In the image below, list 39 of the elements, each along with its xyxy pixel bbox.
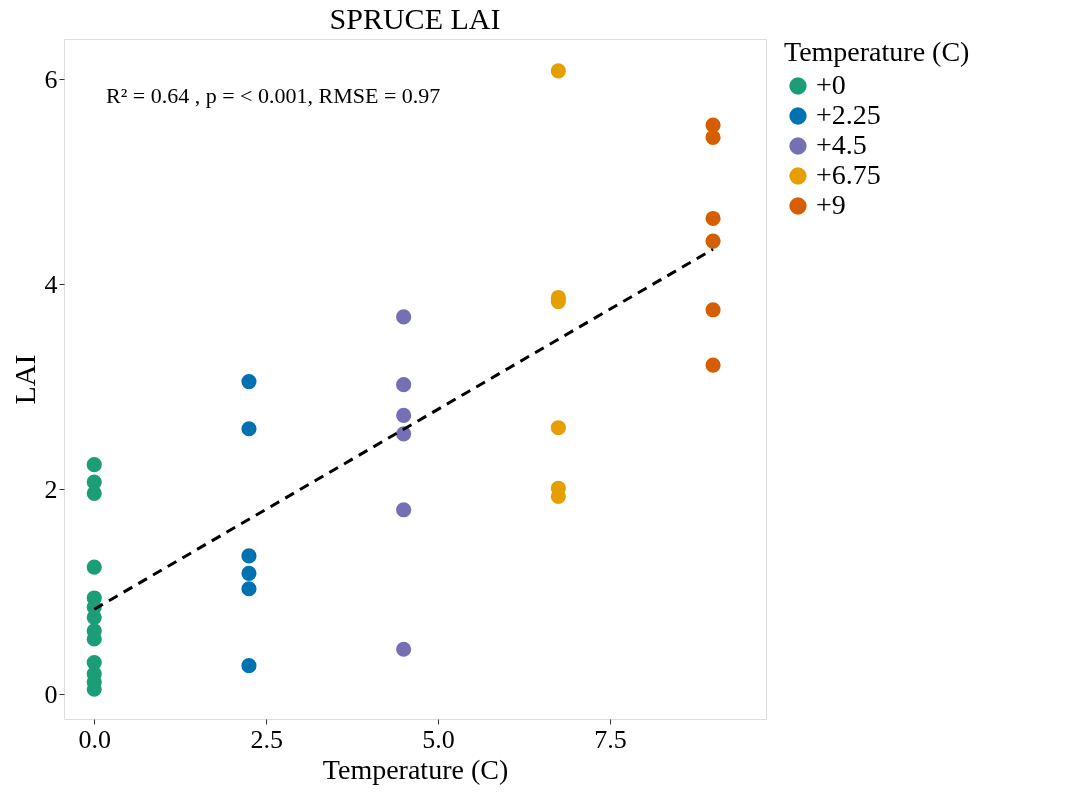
y-tick-label: 2 [44,474,58,504]
chart-title: SPRUCE LAI [329,2,501,35]
x-axis-title: Temperature (C) [322,753,509,785]
point [86,485,102,501]
point [241,581,257,597]
point [705,357,721,373]
y-tick-label: 6 [44,64,58,94]
legend-label: +0 [816,69,846,100]
point [396,309,412,325]
annotation: R² = 0.64 , p = < 0.001, RMSE = 0.97 [106,83,441,108]
legend-label: +4.5 [816,129,867,160]
point [550,63,566,79]
point [86,457,102,473]
point [396,407,412,423]
point [396,641,412,657]
x-tick-label: 7.5 [594,724,627,754]
x-tick-label: 5.0 [422,724,455,754]
point [241,421,257,437]
x-tick-label: 2.5 [250,724,283,754]
x-tick-label: 0.0 [78,724,111,754]
point [241,565,257,581]
point [86,559,102,575]
point [705,233,721,249]
y-tick-label: 4 [44,269,58,299]
y-axis-title: LAI [7,354,41,405]
legend-title: Temperature (C) [784,36,970,67]
point [550,420,566,436]
point [241,548,257,564]
legend-label: +6.75 [816,159,881,190]
point [241,374,257,390]
point [705,210,721,227]
y-tick-label: 0 [44,679,58,709]
point [705,129,721,146]
point [396,502,412,518]
legend-label: +2.25 [816,99,881,130]
point [241,658,257,674]
legend-label: +9 [816,189,846,220]
point [705,302,721,318]
point [396,377,412,393]
